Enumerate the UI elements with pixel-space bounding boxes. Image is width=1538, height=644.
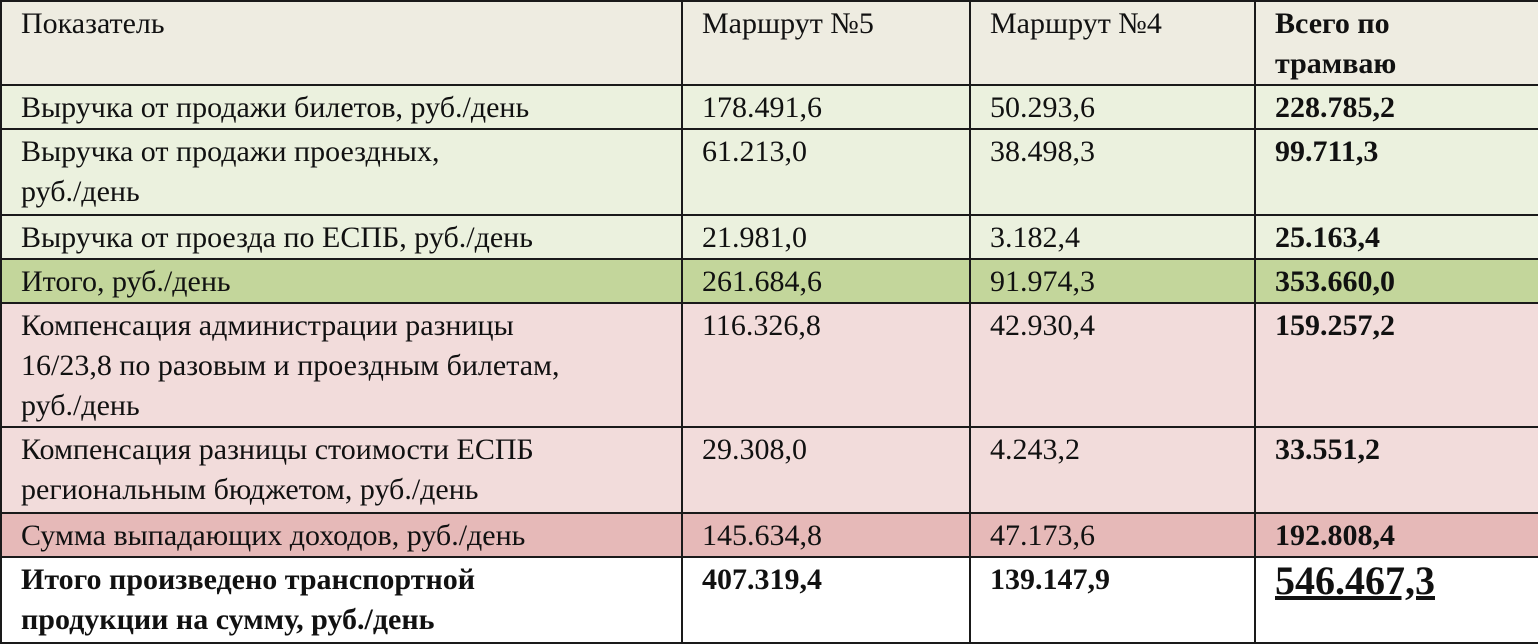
row-label-line: Итого произведено транспортной <box>21 563 476 596</box>
row-route-5-value: 21.981,0 <box>681 214 971 260</box>
row-total-value: 25.163,4 <box>1254 214 1538 260</box>
row-label-line: продукции на сумму, руб./день <box>21 603 435 636</box>
row-label-line: 16/23,8 по разовым и проездным билетам, <box>21 349 560 382</box>
row-label: Компенсация администрации разницы 16/23,… <box>0 302 683 428</box>
row-route-5-value: 407.319,4 <box>681 556 971 644</box>
row-total-value: 33.551,2 <box>1254 426 1538 514</box>
row-label-line: руб./день <box>21 389 140 422</box>
row-label: Выручка от продажи билетов, руб./день <box>0 84 683 130</box>
header-total: Всего по трамваю <box>1254 0 1538 86</box>
table-row: Компенсация администрации разницы 16/23,… <box>0 302 1538 428</box>
row-route-4-value: 47.173,6 <box>969 512 1256 558</box>
header-total-line-1: Всего по <box>1275 7 1390 40</box>
row-total-value: 192.808,4 <box>1254 512 1538 558</box>
row-label: Итого, руб./день <box>0 258 683 304</box>
row-route-5-value: 178.491,6 <box>681 84 971 130</box>
row-label: Выручка от проезда по ЕСПБ, руб./день <box>0 214 683 260</box>
row-label: Выручка от продажи проездных, руб./день <box>0 128 683 216</box>
row-label: Компенсация разницы стоимости ЕСПБ регио… <box>0 426 683 514</box>
row-label-line: Компенсация администрации разницы <box>21 309 514 342</box>
table-row-revenue-total: Итого, руб./день 261.684,6 91.974,3 353.… <box>0 258 1538 304</box>
header-route-4: Маршрут №4 <box>969 0 1256 86</box>
header-route-5: Маршрут №5 <box>681 0 971 86</box>
row-total-value: 228.785,2 <box>1254 84 1538 130</box>
row-label-line: Выручка от продажи проездных, <box>21 135 440 168</box>
table-header-row: Показатель Маршрут №5 Маршрут №4 Всего п… <box>0 0 1538 86</box>
table-row-grand-total: Итого произведено транспортной продукции… <box>0 556 1538 644</box>
row-route-5-value: 261.684,6 <box>681 258 971 304</box>
row-route-5-value: 29.308,0 <box>681 426 971 514</box>
row-route-4-value: 139.147,9 <box>969 556 1256 644</box>
table-row-lost-income-total: Сумма выпадающих доходов, руб./день 145.… <box>0 512 1538 558</box>
row-route-4-value: 4.243,2 <box>969 426 1256 514</box>
row-total-value: 353.660,0 <box>1254 258 1538 304</box>
row-label: Сумма выпадающих доходов, руб./день <box>0 512 683 558</box>
row-route-5-value: 61.213,0 <box>681 128 971 216</box>
row-route-5-value: 145.634,8 <box>681 512 971 558</box>
row-route-5-value: 116.326,8 <box>681 302 971 428</box>
row-route-4-value: 42.930,4 <box>969 302 1256 428</box>
header-indicator: Показатель <box>0 0 683 86</box>
row-route-4-value: 38.498,3 <box>969 128 1256 216</box>
row-total-value: 159.257,2 <box>1254 302 1538 428</box>
row-total-value: 99.711,3 <box>1254 128 1538 216</box>
row-label-line: Компенсация разницы стоимости ЕСПБ <box>21 433 534 466</box>
row-label-line: региональным бюджетом, руб./день <box>21 473 479 506</box>
row-total-value: 546.467,3 <box>1254 556 1538 644</box>
row-route-4-value: 91.974,3 <box>969 258 1256 304</box>
row-route-4-value: 3.182,4 <box>969 214 1256 260</box>
table-row: Компенсация разницы стоимости ЕСПБ регио… <box>0 426 1538 514</box>
grand-total-value: 546.467,3 <box>1275 558 1435 603</box>
row-label-line: руб./день <box>21 175 140 208</box>
row-route-4-value: 50.293,6 <box>969 84 1256 130</box>
table-row: Выручка от продажи билетов, руб./день 17… <box>0 84 1538 130</box>
table-row: Выручка от проезда по ЕСПБ, руб./день 21… <box>0 214 1538 260</box>
table-row: Выручка от продажи проездных, руб./день … <box>0 128 1538 216</box>
row-label: Итого произведено транспортной продукции… <box>0 556 683 644</box>
header-total-line-2: трамваю <box>1275 47 1397 80</box>
